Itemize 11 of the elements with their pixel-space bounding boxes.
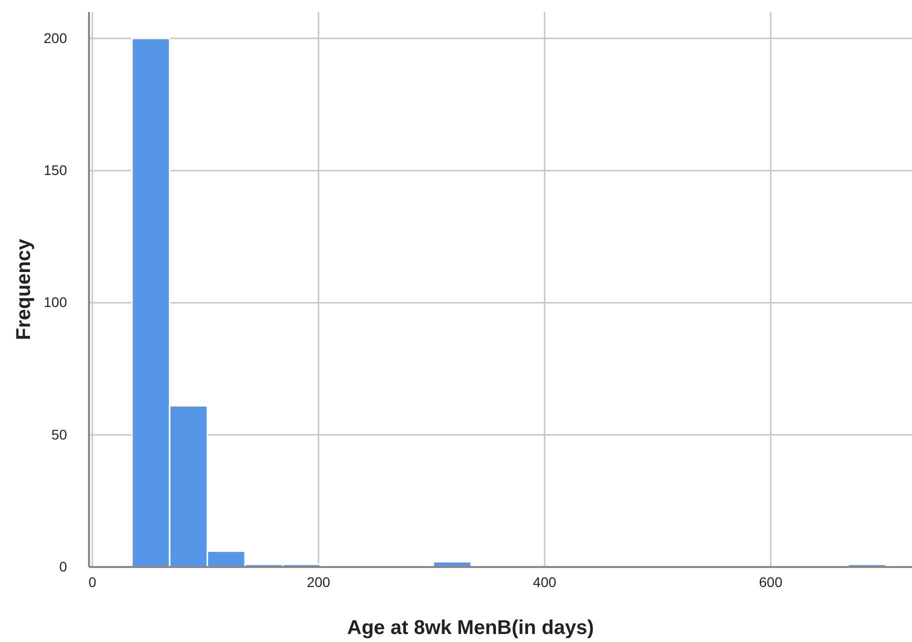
- y-tick-label: 100: [44, 294, 68, 310]
- x-axis-title: Age at 8wk MenB(in days): [347, 617, 594, 639]
- x-tick-label: 200: [306, 574, 330, 590]
- y-tick-label: 50: [51, 426, 68, 442]
- x-tick-label: 400: [532, 574, 556, 590]
- y-axis-title: Frequency: [13, 238, 35, 340]
- y-tick-label: 200: [44, 30, 68, 46]
- x-tick-label: 0: [88, 574, 96, 590]
- x-tick-label: 600: [759, 574, 783, 590]
- y-tick-label: 150: [44, 162, 68, 178]
- y-tick-label: 0: [59, 558, 68, 574]
